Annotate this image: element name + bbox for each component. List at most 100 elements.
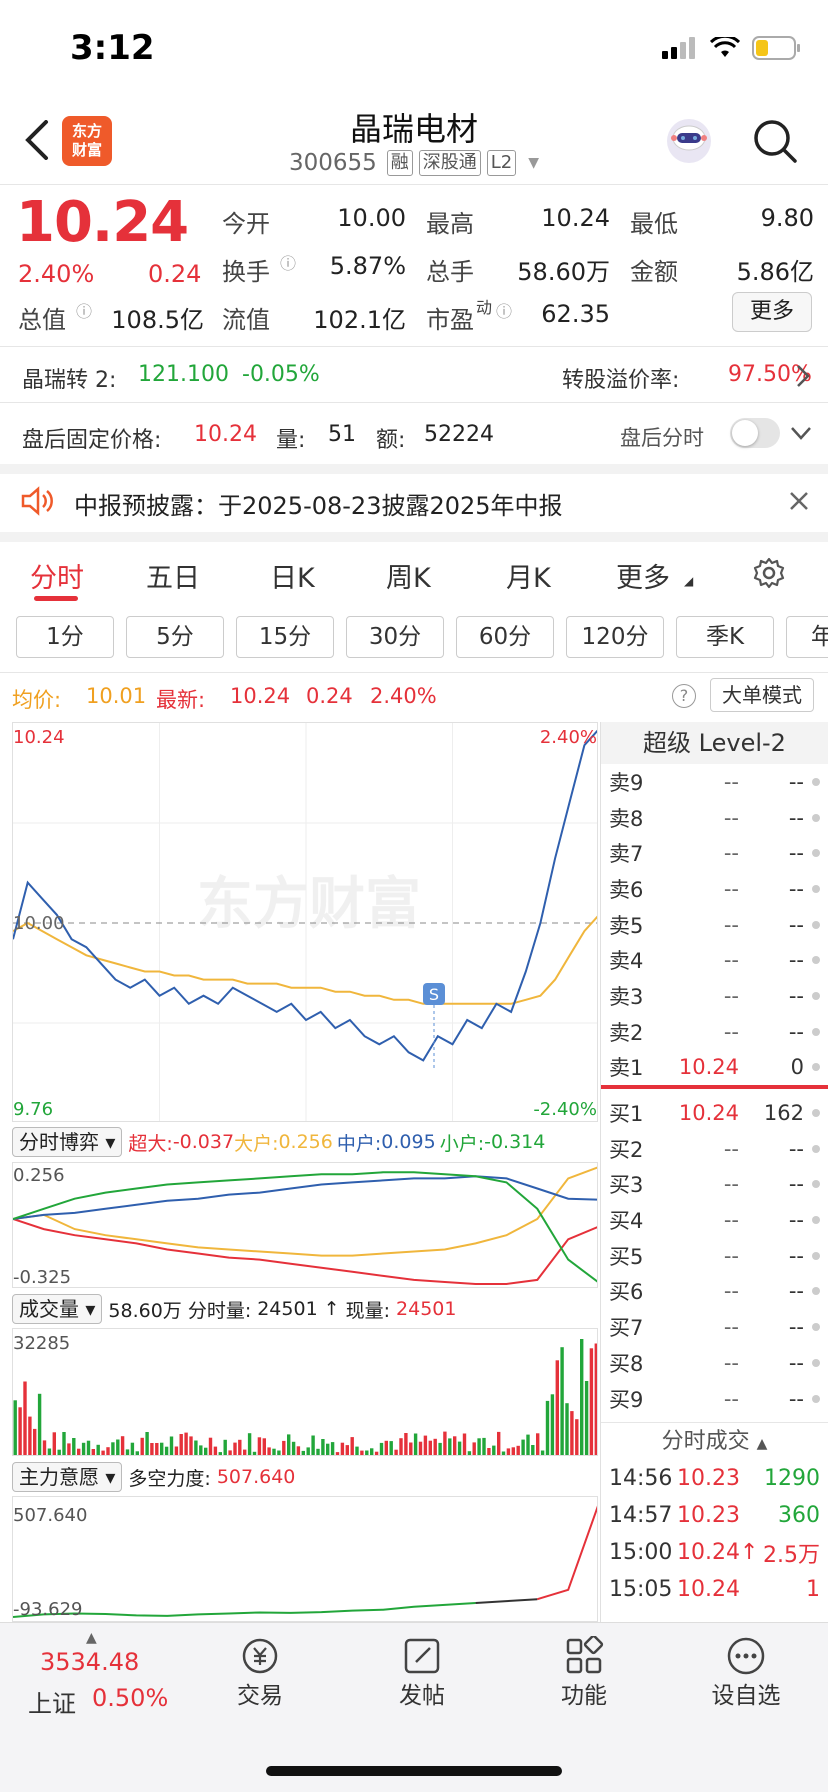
after-hours-toggle-label: 盘后分时 — [620, 426, 704, 450]
volume-panel-dropdown[interactable]: 成交量 ▾ — [12, 1294, 103, 1324]
ask-row[interactable]: 卖8 -- -- — [601, 800, 828, 836]
period-year-k[interactable]: 年 — [786, 616, 828, 658]
ask-row[interactable]: 卖6 -- -- — [601, 871, 828, 907]
trade-row[interactable]: 15:00 10.24↑ 2.5万 — [601, 1534, 828, 1571]
bid-label: 买7 — [609, 1316, 644, 1341]
convertible-name[interactable]: 晶瑞转 2: — [22, 368, 117, 393]
ask-row[interactable]: 卖4 -- -- — [601, 942, 828, 978]
intent-chart[interactable]: 507.640 -93.629 — [12, 1496, 598, 1622]
turnover-label: 换手 — [222, 258, 270, 286]
ask-row[interactable]: 卖7 -- -- — [601, 835, 828, 871]
info-icon[interactable]: ⓘ — [496, 302, 513, 321]
period-120min[interactable]: 120分 — [566, 616, 664, 658]
bid-row[interactable]: 买6 -- -- — [601, 1274, 828, 1310]
volume-bar — [228, 1450, 232, 1455]
intent-panel-dropdown[interactable]: 主力意愿 ▾ — [12, 1462, 123, 1492]
ask-row[interactable]: 卖3 -- -- — [601, 978, 828, 1014]
period-30min[interactable]: 30分 — [346, 616, 444, 658]
tab-intraday[interactable]: 分时 — [30, 563, 84, 594]
price-chart[interactable]: 东方财富 10.24 10.00 9.76 2.40% -2.40% S — [12, 722, 598, 1122]
search-icon[interactable] — [752, 118, 798, 164]
more-button[interactable]: 更多 — [732, 292, 812, 332]
volume-bar — [267, 1447, 271, 1455]
bid-row[interactable]: 买9 -- -- — [601, 1381, 828, 1417]
nav-post[interactable]: 发帖 — [399, 1683, 445, 1709]
s-marker-icon[interactable]: S — [423, 983, 445, 1071]
ask-label: 卖7 — [609, 842, 644, 867]
flow-panel-dropdown[interactable]: 分时博弈 ▾ — [12, 1127, 123, 1157]
settings-gear-icon[interactable] — [752, 556, 786, 590]
ask-row[interactable]: 卖5 -- -- — [601, 907, 828, 943]
ask-row[interactable]: 卖2 -- -- — [601, 1014, 828, 1050]
trade-row[interactable]: 15:05 10.24 1 — [601, 1571, 828, 1608]
trade-yen-icon[interactable] — [238, 1636, 282, 1676]
bid-row[interactable]: 买8 -- -- — [601, 1345, 828, 1381]
ask-row[interactable]: 卖9 -- -- — [601, 764, 828, 800]
info-icon[interactable]: ⓘ — [280, 254, 297, 273]
volume-bar — [413, 1433, 418, 1455]
tab-monthly-k[interactable]: 月K — [506, 563, 551, 594]
volume-bar — [47, 1448, 52, 1455]
index-name[interactable]: 上证 — [28, 1690, 76, 1718]
tab-daily-k[interactable]: 日K — [270, 563, 315, 594]
bid-row[interactable]: 买3 -- -- — [601, 1167, 828, 1203]
volume-bar — [335, 1452, 340, 1455]
nav-add-watchlist[interactable]: 设自选 — [711, 1683, 781, 1709]
trades-header[interactable]: 分时成交 ▲ — [601, 1422, 828, 1460]
period-season-k[interactable]: 季K — [676, 616, 774, 658]
tab-weekly-k[interactable]: 周K — [386, 563, 431, 594]
ask-row[interactable]: 卖1 10.24 0 — [601, 1050, 828, 1086]
volume-bar — [526, 1434, 530, 1455]
after-hours-toggle[interactable] — [730, 418, 780, 448]
volume-bar — [62, 1432, 66, 1455]
level2-title[interactable]: 超级 Level-2 — [601, 722, 828, 764]
volume-bar — [360, 1450, 364, 1455]
flow-chart[interactable]: 0.256 -0.325 — [12, 1162, 598, 1288]
chevron-right-icon[interactable] — [796, 364, 810, 388]
robot-assistant-icon[interactable] — [664, 116, 714, 166]
index-value[interactable]: 3534.48 — [40, 1648, 140, 1676]
big-order-mode-button[interactable]: 大单模式 — [710, 678, 814, 712]
post-edit-icon[interactable] — [402, 1636, 442, 1676]
y-tick-top: 10.24 — [13, 727, 65, 748]
function-grid-icon[interactable] — [564, 1636, 604, 1676]
app-logo[interactable]: 东方 财富 — [62, 116, 112, 166]
stock-code-row[interactable]: 300655 融 深股通 L2 ▼ — [0, 150, 828, 176]
trade-row[interactable]: 14:56 10.23 1290 — [601, 1460, 828, 1497]
tab-more[interactable]: 更多 — [616, 563, 670, 594]
intent-panel-header: 主力意愿 ▾ 多空力度: 507.640 — [12, 1460, 598, 1494]
bid-row[interactable]: 买4 -- -- — [601, 1202, 828, 1238]
tab-five-day[interactable]: 五日 — [146, 563, 200, 594]
avg-value: 10.01 — [86, 684, 147, 708]
period-5min[interactable]: 5分 — [126, 616, 224, 658]
bid-row[interactable]: 买7 -- -- — [601, 1309, 828, 1345]
y-tick-bottom-right: -2.40% — [533, 1099, 597, 1120]
status-time: 3:12 — [70, 28, 155, 68]
chevron-down-icon[interactable] — [790, 426, 812, 440]
index-pct[interactable]: 0.50% — [92, 1684, 169, 1712]
nav-function[interactable]: 功能 — [561, 1683, 607, 1709]
more-dots-icon[interactable] — [726, 1636, 766, 1676]
info-icon[interactable]: ⓘ — [76, 302, 93, 321]
trade-time: 15:05 — [609, 1577, 673, 1603]
trade-row[interactable]: 14:57 10.23 360 — [601, 1497, 828, 1534]
period-1min[interactable]: 1分 — [16, 616, 114, 658]
volume-bar — [291, 1441, 296, 1455]
notice-text[interactable]: 中报预披露：于2025-08-23披露2025年中报 — [74, 492, 563, 520]
bid-row[interactable]: 买2 -- -- — [601, 1131, 828, 1167]
volume-bar — [42, 1440, 47, 1455]
bid-row[interactable]: 买5 -- -- — [601, 1238, 828, 1274]
help-icon[interactable]: ? — [672, 684, 696, 708]
period-15min[interactable]: 15分 — [236, 616, 334, 658]
after-hours-vol-label: 量: — [276, 428, 306, 453]
close-icon[interactable] — [788, 490, 810, 512]
back-icon[interactable] — [24, 120, 50, 160]
nav-trade[interactable]: 交易 — [237, 1683, 283, 1709]
bid-row[interactable]: 买1 10.24 162 — [601, 1095, 828, 1131]
volume-chart[interactable]: 32285 — [12, 1328, 598, 1456]
period-60min[interactable]: 60分 — [456, 616, 554, 658]
volume-bar — [555, 1360, 559, 1455]
volume-bar — [389, 1441, 393, 1455]
bid-volume: -- — [788, 1172, 804, 1197]
avg-series-line — [13, 915, 597, 1005]
